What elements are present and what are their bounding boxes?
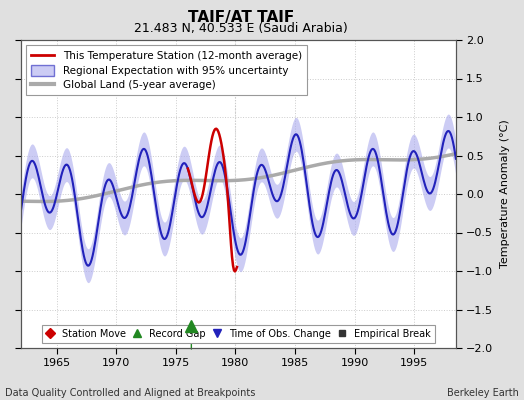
Text: Berkeley Earth: Berkeley Earth xyxy=(447,388,519,398)
Y-axis label: Temperature Anomaly (°C): Temperature Anomaly (°C) xyxy=(500,120,510,268)
Text: Data Quality Controlled and Aligned at Breakpoints: Data Quality Controlled and Aligned at B… xyxy=(5,388,256,398)
Legend: Station Move, Record Gap, Time of Obs. Change, Empirical Break: Station Move, Record Gap, Time of Obs. C… xyxy=(42,325,435,343)
Text: 21.483 N, 40.533 E (Saudi Arabia): 21.483 N, 40.533 E (Saudi Arabia) xyxy=(134,22,348,35)
Text: TAIF/AT TAIF: TAIF/AT TAIF xyxy=(188,10,294,25)
